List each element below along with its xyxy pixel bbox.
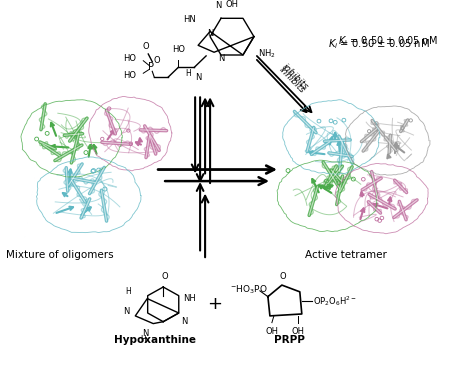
Polygon shape [89, 96, 172, 171]
Text: Hypoxanthine: Hypoxanthine [114, 335, 196, 345]
Text: HO: HO [123, 71, 137, 79]
Polygon shape [346, 106, 430, 175]
Text: H: H [140, 335, 146, 344]
Text: +: + [208, 295, 223, 313]
Text: Active tetramer: Active tetramer [305, 250, 387, 260]
Polygon shape [283, 100, 380, 174]
Text: HN: HN [183, 15, 196, 24]
Polygon shape [277, 160, 377, 232]
Text: OH: OH [226, 0, 238, 9]
Polygon shape [36, 157, 141, 233]
Text: $K_i$ = 0.50 ± 0.05 nM: $K_i$ = 0.50 ± 0.05 nM [328, 38, 430, 51]
Text: N: N [142, 329, 148, 338]
Polygon shape [21, 100, 122, 177]
Text: OH: OH [292, 328, 304, 336]
Polygon shape [335, 164, 428, 234]
Text: N: N [207, 29, 213, 38]
Text: N: N [195, 73, 201, 82]
Text: H: H [185, 70, 191, 78]
Text: inhibits: inhibits [280, 62, 310, 92]
Text: HO: HO [123, 54, 137, 63]
Text: N: N [218, 54, 224, 63]
Text: N: N [181, 317, 188, 326]
Text: $K_\mathrm{i}$ = 0.50 ± 0.05 nM: $K_\mathrm{i}$ = 0.50 ± 0.05 nM [337, 35, 437, 48]
Text: O: O [280, 272, 286, 281]
Text: OP$_2$O$_6$H$^{2-}$: OP$_2$O$_6$H$^{2-}$ [313, 295, 357, 308]
Text: $^{-}$HO$_3$PO: $^{-}$HO$_3$PO [230, 284, 268, 296]
Text: O: O [143, 42, 150, 51]
Text: N: N [215, 1, 221, 10]
Text: H: H [126, 287, 131, 296]
Text: O: O [154, 56, 161, 65]
Text: NH: NH [183, 294, 196, 303]
Text: N: N [123, 306, 129, 316]
Text: PRPP: PRPP [274, 335, 305, 345]
Text: Mixture of oligomers: Mixture of oligomers [6, 250, 113, 260]
Text: HO: HO [172, 45, 185, 54]
Text: O: O [162, 272, 169, 281]
Text: inhibits: inhibits [277, 65, 307, 95]
Text: OH: OH [265, 328, 278, 336]
Text: P: P [148, 63, 154, 73]
Text: NH$_2$: NH$_2$ [258, 48, 275, 60]
